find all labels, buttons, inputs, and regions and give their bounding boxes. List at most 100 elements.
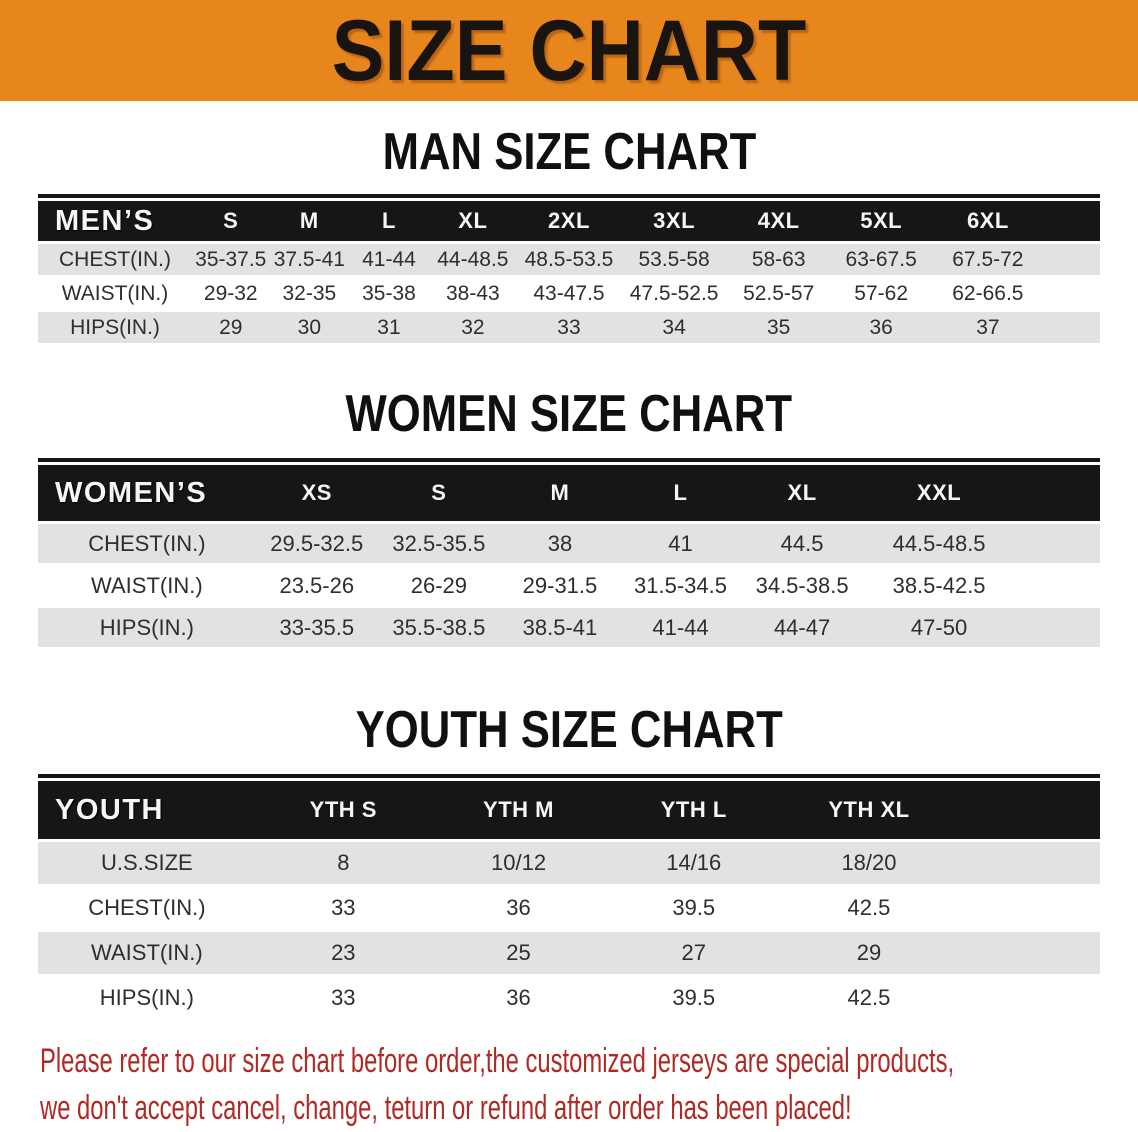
row-label: WAIST(IN.) xyxy=(38,278,192,309)
value-cell: 34 xyxy=(621,312,728,343)
value-cell: 33 xyxy=(255,887,431,929)
women-table-top-rule xyxy=(38,458,1100,462)
value-cell: 35-38 xyxy=(349,278,429,309)
value-cell: 18/20 xyxy=(781,842,957,884)
spacer-cell xyxy=(956,887,1100,929)
value-cell: 52.5-57 xyxy=(727,278,831,309)
value-cell: 53.5-58 xyxy=(621,244,728,275)
value-cell: 39.5 xyxy=(606,977,782,1019)
value-cell: 67.5-72 xyxy=(932,244,1044,275)
page-title: SIZE CHART xyxy=(331,2,807,99)
value-cell: 33 xyxy=(255,977,431,1019)
women-size-header-xl: XL xyxy=(741,465,864,521)
women-size-table: WOMEN’S XS S M L XL XXL CHEST(IN.) 29.5-… xyxy=(38,462,1100,650)
women-size-header-xxl: XXL xyxy=(863,465,1015,521)
value-cell: 47-50 xyxy=(863,608,1015,647)
value-cell: 44-48.5 xyxy=(428,244,517,275)
row-label: CHEST(IN.) xyxy=(38,244,192,275)
spacer-cell xyxy=(1015,465,1100,521)
youth-header-row: YOUTH YTH S YTH M YTH L YTH XL xyxy=(38,781,1100,839)
men-header-row: MEN’S S M L XL 2XL 3XL 4XL 5XL 6XL xyxy=(38,201,1100,241)
women-size-header-m: M xyxy=(499,465,620,521)
value-cell: 42.5 xyxy=(781,887,957,929)
value-cell: 63-67.5 xyxy=(830,244,933,275)
men-table-top-rule xyxy=(38,194,1100,198)
youth-heading: YOUTH SIZE CHART xyxy=(0,650,1138,774)
women-chest-row: CHEST(IN.) 29.5-32.5 32.5-35.5 38 41 44.… xyxy=(38,524,1100,563)
youth-heading-text: YOUTH SIZE CHART xyxy=(355,701,783,759)
value-cell: 26-29 xyxy=(377,566,500,605)
men-size-header-5xl: 5XL xyxy=(830,201,933,241)
value-cell: 38.5-42.5 xyxy=(863,566,1015,605)
women-size-header-l: L xyxy=(619,465,742,521)
row-label: WAIST(IN.) xyxy=(38,566,256,605)
value-cell: 35-37.5 xyxy=(192,244,270,275)
value-cell: 37 xyxy=(932,312,1044,343)
value-cell: 23.5-26 xyxy=(255,566,378,605)
men-size-header-3xl: 3XL xyxy=(621,201,728,241)
youth-table-top-rule xyxy=(38,774,1100,778)
men-heading-text: MAN SIZE CHART xyxy=(382,123,756,181)
value-cell: 35 xyxy=(727,312,831,343)
youth-size-header-m: YTH M xyxy=(430,781,607,839)
women-size-header-xs: XS xyxy=(255,465,378,521)
value-cell: 10/12 xyxy=(430,842,607,884)
banner: SIZE CHART xyxy=(0,0,1138,101)
youth-size-header-l: YTH L xyxy=(606,781,782,839)
men-size-header-6xl: 6XL xyxy=(932,201,1044,241)
value-cell: 39.5 xyxy=(606,887,782,929)
men-hips-row: HIPS(IN.) 29 30 31 32 33 34 35 36 37 xyxy=(38,312,1100,343)
men-chest-row: CHEST(IN.) 35-37.5 37.5-41 41-44 44-48.5… xyxy=(38,244,1100,275)
women-heading-text: WOMEN SIZE CHART xyxy=(345,385,793,443)
youth-size-header-xl: YTH XL xyxy=(781,781,957,839)
youth-chest-row: CHEST(IN.) 33 36 39.5 42.5 xyxy=(38,887,1100,929)
youth-size-table: YOUTH YTH S YTH M YTH L YTH XL U.S.SIZE … xyxy=(38,778,1100,1022)
men-size-header-4xl: 4XL xyxy=(727,201,831,241)
value-cell: 62-66.5 xyxy=(932,278,1044,309)
women-hips-row: HIPS(IN.) 33-35.5 35.5-38.5 38.5-41 41-4… xyxy=(38,608,1100,647)
spacer-cell xyxy=(1043,312,1100,343)
value-cell: 36 xyxy=(430,977,607,1019)
women-waist-row: WAIST(IN.) 23.5-26 26-29 29-31.5 31.5-34… xyxy=(38,566,1100,605)
youth-size-header-s: YTH S xyxy=(255,781,431,839)
men-size-header-m: M xyxy=(269,201,350,241)
men-heading: MAN SIZE CHART xyxy=(0,101,1138,194)
disclaimer-line-1: Please refer to our size chart before or… xyxy=(40,1042,955,1080)
disclaimer-line-2: we don't accept cancel, change, teturn o… xyxy=(40,1089,852,1127)
value-cell: 33-35.5 xyxy=(255,608,378,647)
value-cell: 23 xyxy=(255,932,431,974)
women-header-row: WOMEN’S XS S M L XL XXL xyxy=(38,465,1100,521)
youth-corner-label: YOUTH xyxy=(38,781,256,839)
value-cell: 30 xyxy=(269,312,350,343)
value-cell: 44-47 xyxy=(741,608,864,647)
women-heading: WOMEN SIZE CHART xyxy=(0,346,1138,458)
value-cell: 31.5-34.5 xyxy=(619,566,742,605)
value-cell: 36 xyxy=(430,887,607,929)
spacer-cell xyxy=(1043,244,1100,275)
spacer-cell xyxy=(1015,608,1100,647)
spacer-cell xyxy=(956,977,1100,1019)
value-cell: 38.5-41 xyxy=(499,608,620,647)
row-label: WAIST(IN.) xyxy=(38,932,256,974)
value-cell: 29 xyxy=(781,932,957,974)
value-cell: 57-62 xyxy=(830,278,933,309)
value-cell: 31 xyxy=(349,312,429,343)
row-label: CHEST(IN.) xyxy=(38,524,256,563)
value-cell: 27 xyxy=(606,932,782,974)
youth-hips-row: HIPS(IN.) 33 36 39.5 42.5 xyxy=(38,977,1100,1019)
row-label: HIPS(IN.) xyxy=(38,608,256,647)
value-cell: 25 xyxy=(430,932,607,974)
value-cell: 32 xyxy=(428,312,517,343)
value-cell: 14/16 xyxy=(606,842,782,884)
women-section: WOMEN SIZE CHART WOMEN’S XS S M L XL XXL… xyxy=(0,346,1138,650)
value-cell: 38-43 xyxy=(428,278,517,309)
value-cell: 42.5 xyxy=(781,977,957,1019)
value-cell: 32-35 xyxy=(269,278,350,309)
value-cell: 33 xyxy=(516,312,621,343)
value-cell: 44.5-48.5 xyxy=(863,524,1015,563)
men-size-header-l: L xyxy=(349,201,429,241)
women-size-header-s: S xyxy=(377,465,500,521)
value-cell: 47.5-52.5 xyxy=(621,278,728,309)
value-cell: 38 xyxy=(499,524,620,563)
women-corner-label: WOMEN’S xyxy=(38,465,256,521)
